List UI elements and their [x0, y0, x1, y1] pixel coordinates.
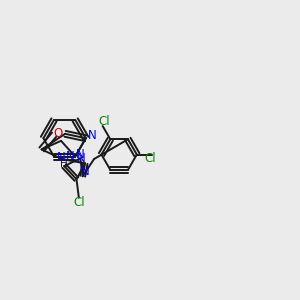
Text: Cl: Cl — [73, 196, 85, 209]
Text: N: N — [57, 151, 66, 164]
Text: N: N — [77, 152, 86, 165]
Text: N: N — [88, 129, 97, 142]
Text: H: H — [60, 160, 68, 170]
Text: Cl: Cl — [145, 152, 157, 166]
Text: N: N — [81, 165, 89, 178]
Text: N: N — [76, 148, 85, 161]
Text: Cl: Cl — [98, 115, 110, 128]
Text: O: O — [53, 127, 62, 140]
Text: N: N — [66, 150, 75, 163]
